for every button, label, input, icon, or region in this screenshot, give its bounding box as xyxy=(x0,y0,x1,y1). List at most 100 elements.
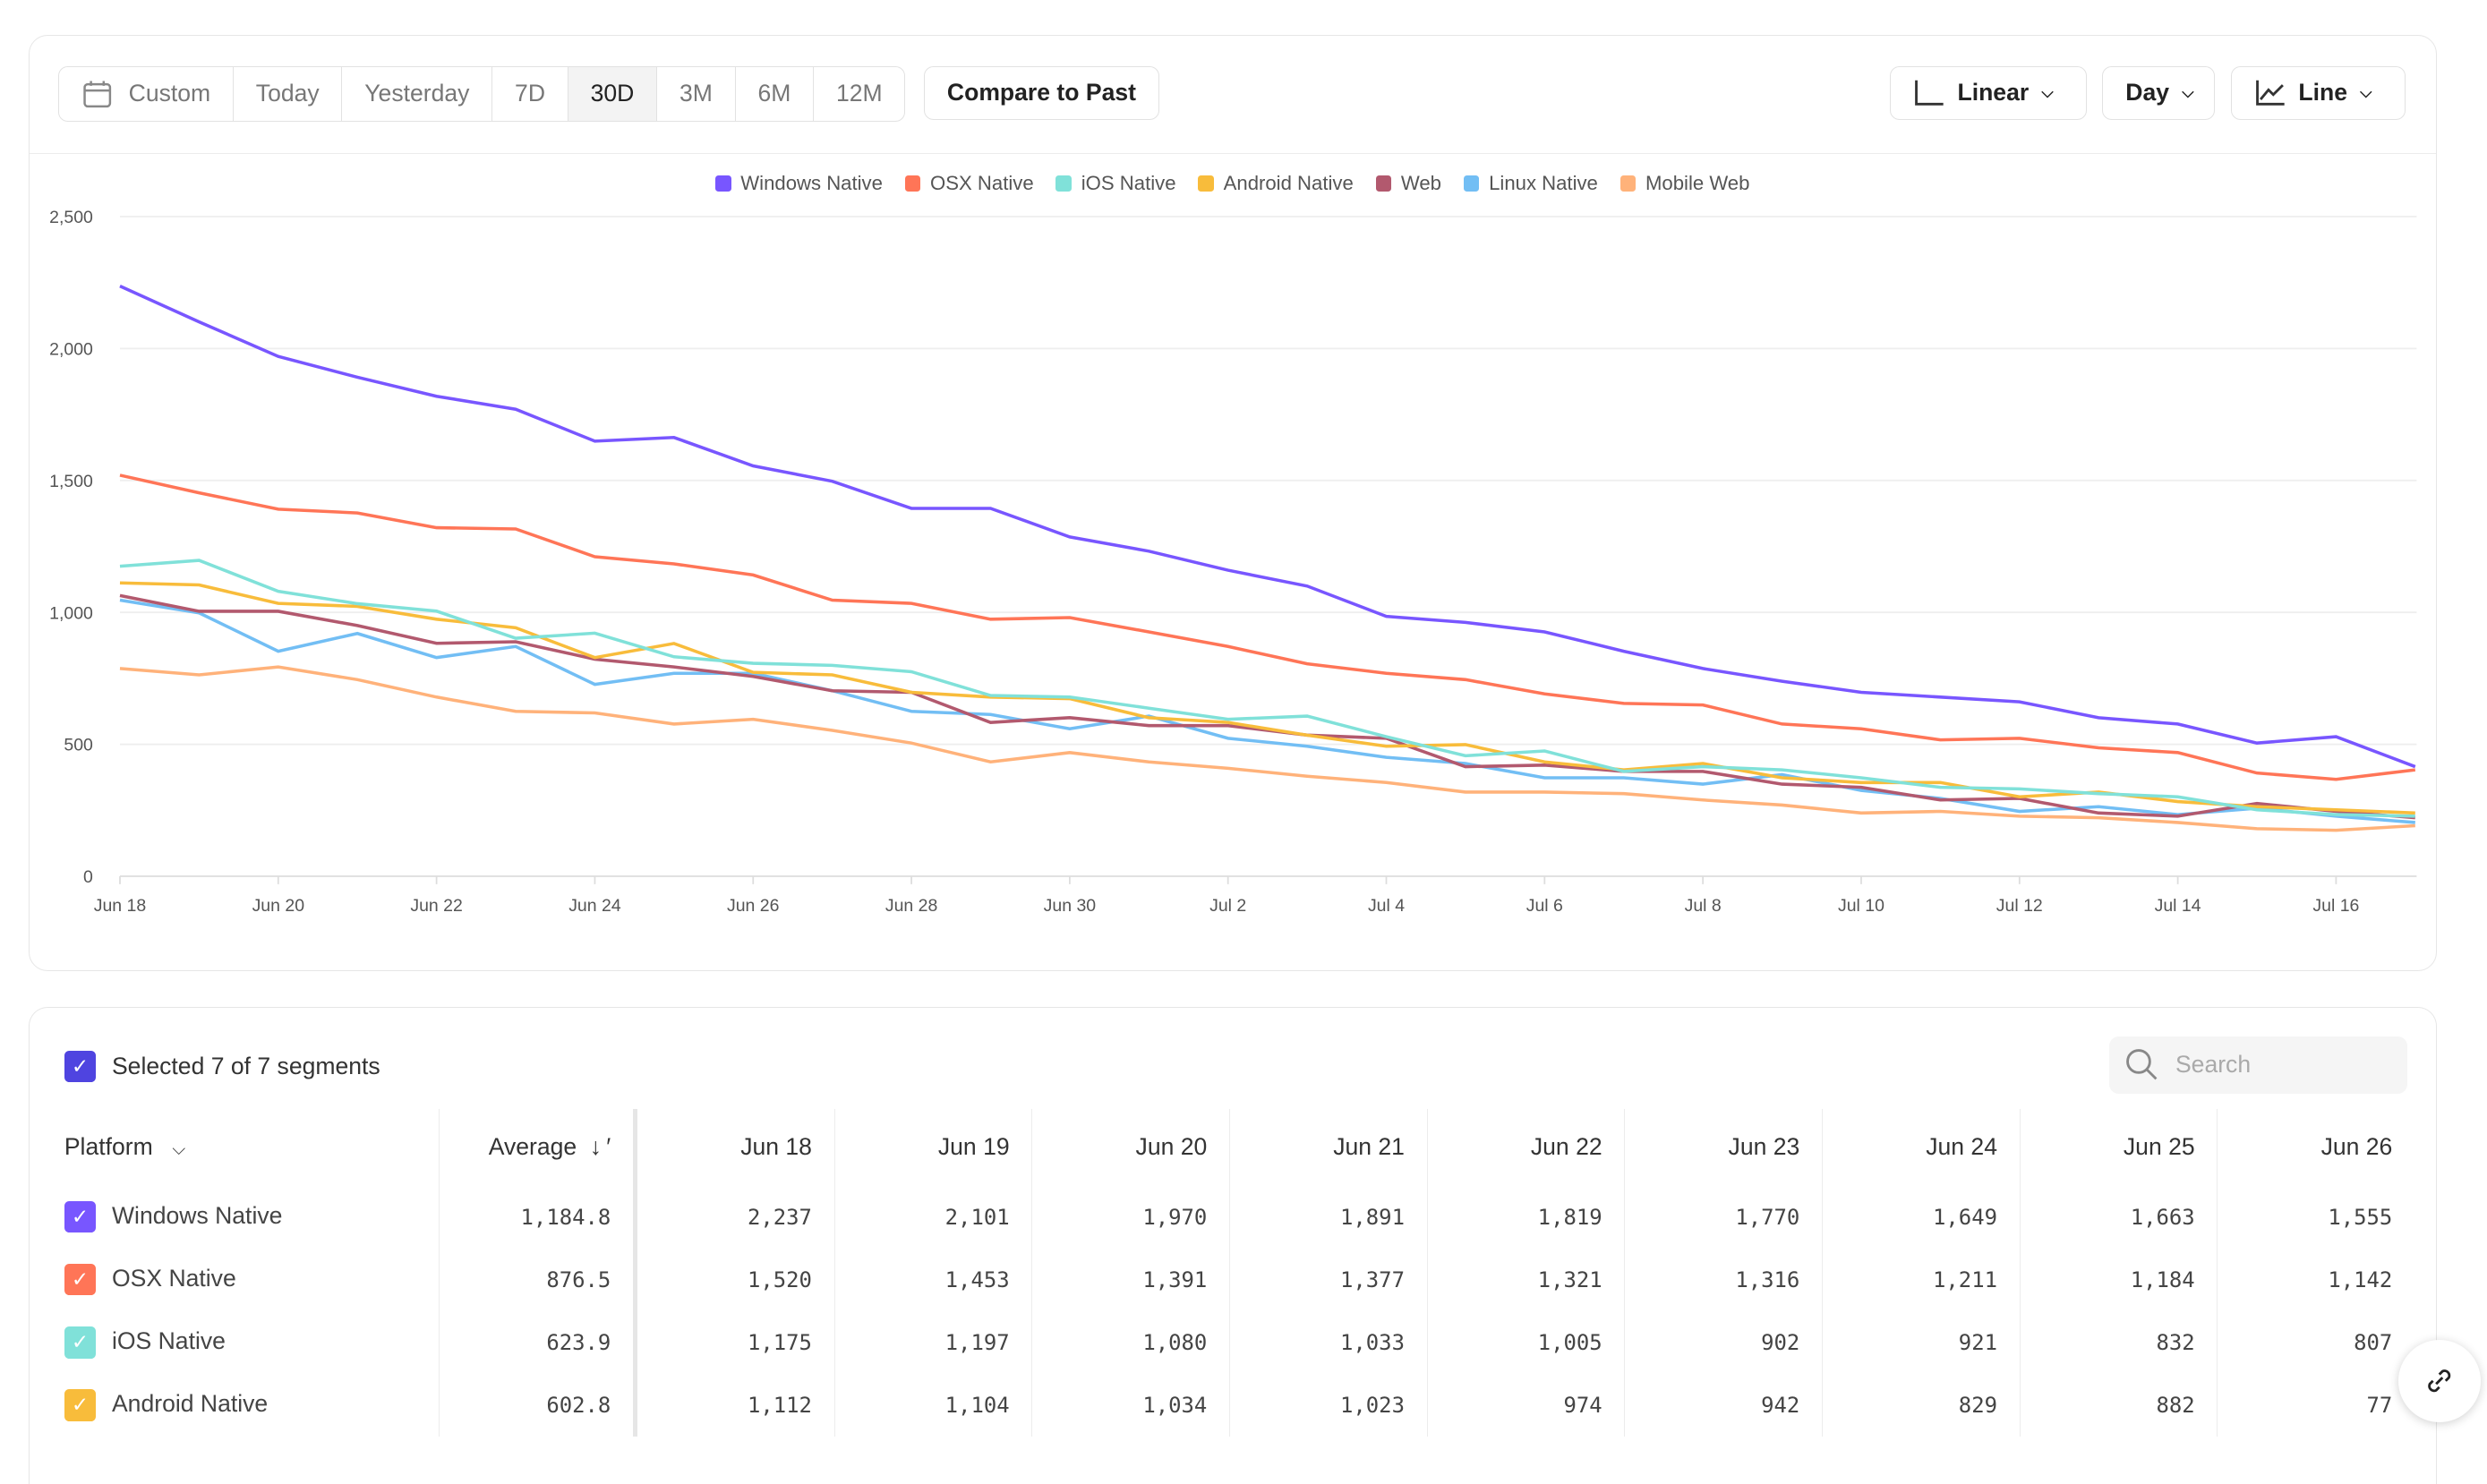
legend-label: Windows Native xyxy=(740,172,883,195)
legend-label: Linux Native xyxy=(1489,172,1598,195)
legend-item[interactable]: Web xyxy=(1375,172,1441,195)
table-row: ✓ OSX Native 876.5 1,520 1,453 1,391 1,377 1,32… xyxy=(30,1248,2415,1311)
platform-name: iOS Native xyxy=(111,1327,226,1355)
range-label: 12M xyxy=(835,80,883,107)
copy-link-button[interactable] xyxy=(2397,1340,2481,1423)
search-input[interactable]: Search xyxy=(2108,1036,2407,1094)
value-cell: 1,770 xyxy=(1624,1185,1823,1249)
value-cell: 1,663 xyxy=(2019,1185,2218,1249)
axis-icon xyxy=(1915,80,1944,106)
range-label: 6M xyxy=(757,80,791,107)
date-column-header[interactable]: Jun 18 xyxy=(635,1109,835,1186)
data-table: Platform ⌵ Average ↓ ′ Jun 18 Jun 19 Jun 2… xyxy=(30,1109,2415,1437)
value-cell: 1,316 xyxy=(1624,1248,1823,1311)
chart-card: Custom Today Yesterday 7D 30D 3M 6M 12M Compare… xyxy=(28,34,2437,971)
range-button-6m[interactable]: 6M xyxy=(736,66,815,121)
value-cell: 1,184 xyxy=(2019,1248,2218,1311)
range-button-custom[interactable]: Custom xyxy=(59,66,234,121)
sort-descending-icon[interactable]: ↓ ′ xyxy=(589,1133,611,1161)
chart-type-dropdown[interactable]: Line ⌵ xyxy=(2230,65,2406,120)
value-cell: 1,080 xyxy=(1031,1310,1230,1374)
range-button-7d[interactable]: 7D xyxy=(492,66,568,121)
interval-label: Day xyxy=(2125,79,2170,107)
table-row: ✓ Android Native 602.8 1,112 1,104 1,034 1,023… xyxy=(30,1373,2415,1437)
interval-dropdown[interactable]: Day ⌵ xyxy=(2102,65,2216,120)
value-cell: 1,453 xyxy=(833,1248,1032,1311)
select-all-segments[interactable]: ✓ Selected 7 of 7 segments xyxy=(64,1050,380,1083)
legend-swatch xyxy=(1198,175,1215,192)
date-column-header[interactable]: Jun 25 xyxy=(2019,1109,2218,1186)
x-tick-label: Jul 2 xyxy=(1209,896,1246,916)
x-tick-label: Jul 16 xyxy=(2312,896,2359,916)
series-line-android-native[interactable] xyxy=(119,581,2415,815)
date-column-header[interactable]: Jun 20 xyxy=(1031,1109,1230,1186)
legend-item[interactable]: Mobile Web xyxy=(1620,172,1750,195)
range-button-today[interactable]: Today xyxy=(234,66,343,121)
value-cell: 942 xyxy=(1624,1373,1823,1437)
range-button-yesterday[interactable]: Yesterday xyxy=(342,66,493,121)
average-cell: 1,184.8 xyxy=(438,1185,638,1249)
insights-page: Custom Today Yesterday 7D 30D 3M 6M 12M Compare… xyxy=(28,34,2481,1484)
y-tick-label: 2,500 xyxy=(49,208,93,227)
date-column-header[interactable]: Jun 26 xyxy=(2217,1109,2415,1186)
value-cell: 974 xyxy=(1426,1373,1625,1437)
legend-item[interactable]: Linux Native xyxy=(1463,172,1598,195)
x-tick-label: Jul 6 xyxy=(1526,896,1563,916)
legend-item[interactable]: iOS Native xyxy=(1055,172,1176,195)
value-cell: 1,033 xyxy=(1229,1310,1428,1374)
series-line-osx-native[interactable] xyxy=(119,473,2415,781)
legend-swatch xyxy=(1463,175,1480,192)
checkbox-checked-icon[interactable]: ✓ xyxy=(64,1200,97,1233)
series-line-ios-native[interactable] xyxy=(119,559,2415,818)
value-cell: 1,197 xyxy=(833,1310,1032,1374)
value-cell: 1,104 xyxy=(833,1373,1032,1437)
platform-cell: ✓ iOS Native xyxy=(30,1311,440,1374)
legend-item[interactable]: Android Native xyxy=(1198,172,1354,195)
range-label: 7D xyxy=(515,80,546,107)
date-column-header[interactable]: Jun 19 xyxy=(833,1109,1032,1186)
checkbox-checked-icon[interactable]: ✓ xyxy=(64,1263,97,1296)
value-cell: 2,101 xyxy=(833,1185,1032,1249)
legend-item[interactable]: Windows Native xyxy=(714,172,883,195)
compare-label: Compare to Past xyxy=(946,79,1136,107)
value-cell: 1,555 xyxy=(2217,1185,2415,1249)
average-column-header[interactable]: Average ↓ ′ xyxy=(438,1109,638,1186)
scale-label: Linear xyxy=(1957,79,2030,107)
range-label: Today xyxy=(255,80,320,107)
date-column-header[interactable]: Jun 23 xyxy=(1624,1109,1823,1186)
table-row: ✓ Windows Native 1,184.8 2,237 2,101 1,970 1,8… xyxy=(30,1185,2415,1249)
series-line-web[interactable] xyxy=(119,593,2415,820)
series-line-linux-native[interactable] xyxy=(119,598,2415,824)
chevron-down-icon: ⌵ xyxy=(172,1139,186,1160)
legend-label: Android Native xyxy=(1223,172,1354,195)
date-column-header[interactable]: Jun 22 xyxy=(1426,1109,1625,1186)
series-line-windows-native[interactable] xyxy=(119,284,2416,769)
range-button-30d[interactable]: 30D xyxy=(568,66,658,121)
value-cell: 1,034 xyxy=(1031,1373,1230,1437)
compare-to-past-button[interactable]: Compare to Past xyxy=(924,65,1159,120)
value-cell: 1,520 xyxy=(635,1248,835,1311)
x-tick-label: Jun 22 xyxy=(410,896,462,916)
legend-swatch xyxy=(904,175,921,192)
date-column-header[interactable]: Jun 21 xyxy=(1229,1109,1428,1186)
range-button-3m[interactable]: 3M xyxy=(657,66,736,121)
date-column-header[interactable]: Jun 24 xyxy=(1822,1109,2021,1186)
value-cell: 1,970 xyxy=(1031,1185,1230,1249)
checkbox-checked-icon[interactable]: ✓ xyxy=(64,1050,97,1083)
average-cell: 876.5 xyxy=(438,1248,638,1311)
legend-item[interactable]: OSX Native xyxy=(904,172,1034,195)
value-cell: 902 xyxy=(1624,1310,1823,1374)
checkbox-checked-icon[interactable]: ✓ xyxy=(64,1326,97,1359)
platform-cell: ✓ Android Native xyxy=(30,1374,440,1437)
scale-dropdown[interactable]: Linear ⌵ xyxy=(1890,65,2087,120)
checkbox-checked-icon[interactable]: ✓ xyxy=(64,1389,97,1421)
legend-label: Mobile Web xyxy=(1645,172,1750,195)
platform-column-header[interactable]: Platform ⌵ xyxy=(30,1109,440,1185)
y-tick-label: 1,000 xyxy=(49,603,93,623)
range-label: Yesterday xyxy=(364,80,470,107)
chart-legend: Windows Native OSX Native iOS Native Androi… xyxy=(30,172,2436,195)
range-label: Custom xyxy=(128,80,211,107)
series-line-mobile-web[interactable] xyxy=(119,665,2415,832)
x-tick-label: Jun 30 xyxy=(1044,896,1097,916)
range-button-12m[interactable]: 12M xyxy=(814,67,904,121)
